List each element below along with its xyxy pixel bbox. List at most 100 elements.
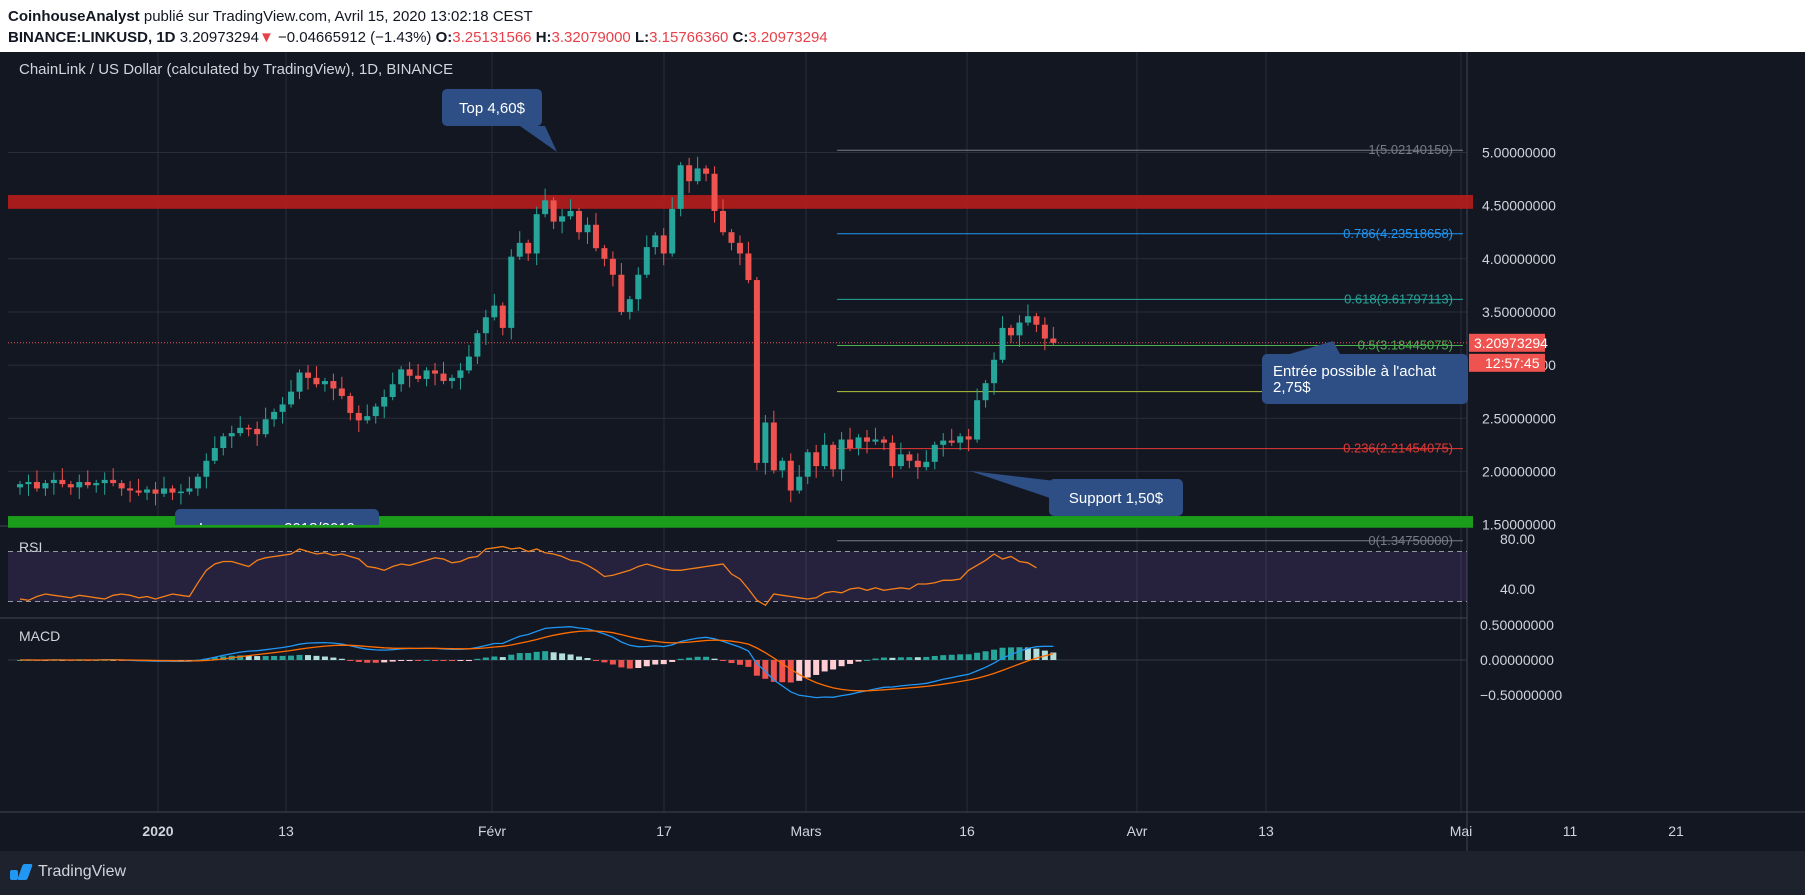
chart-area[interactable]: 1(5.02140150) 0.786(4.23518658) 0.618(3.61… [0,52,1805,851]
countdown-text: 12:57:45 [1485,355,1540,371]
fib-label: 0.236(2.21454075) [1343,441,1453,456]
range-callout [175,509,379,525]
candle-body [779,460,786,471]
candle-body [643,247,650,275]
callout-pointer [520,126,557,152]
macd-histogram-bar [338,658,345,660]
fib-label: 0.618(3.61797113) [1344,291,1453,306]
macd-histogram-bar [491,656,498,660]
macd-histogram-bar [525,653,532,660]
candle-body [474,333,481,357]
macd-histogram-bar [211,657,218,660]
time-tick: 13 [278,823,294,839]
macd-histogram-bar [770,660,777,682]
open-label: O: [435,29,453,46]
rsi-band [8,551,1467,602]
macd-histogram-bar [753,660,760,676]
macd-histogram-bar [533,651,540,660]
macd-histogram-bar [415,660,422,661]
macd-histogram-bar [406,660,413,661]
chart-canvas[interactable]: 1(5.02140150) 0.786(4.23518658) 0.618(3.61… [0,52,1805,851]
macd-histogram-bar [398,660,405,661]
candle-body [991,359,998,384]
price-tick: 5.00000000 [1482,145,1556,161]
candle-body [448,377,455,382]
candle-body [686,165,693,182]
candle-body [914,460,921,468]
candle-body [508,256,515,328]
candle-body [787,460,794,491]
macd-histogram-bar [711,658,718,660]
macd-histogram-bar [1024,647,1031,660]
macd-histogram-bar [609,660,616,665]
macd-histogram-bar [652,660,659,665]
low-label: L: [634,29,650,46]
candle-body [770,422,777,471]
candle-body [762,422,769,463]
candle-body [482,317,489,334]
tradingview-logo-icon [10,864,32,880]
macd-histogram-bar [855,660,862,662]
candle-body [618,274,625,312]
macd-histogram-bar [296,654,303,660]
candle-body [711,173,718,211]
macd-histogram-bar [567,654,574,660]
macd-histogram-bar [720,660,727,662]
high-value: 3.32079000 [551,29,631,46]
candle-body [228,433,235,437]
macd-histogram-bar [372,660,379,663]
candle-body [753,280,760,463]
time-tick: 17 [656,823,672,839]
candle-body [906,454,913,461]
candle-body [576,210,583,233]
candle-body [889,442,896,467]
candle-body [338,388,345,396]
candle-body [203,460,210,477]
candle-body [440,373,447,382]
macd-histogram-bar [559,653,566,660]
macd-histogram-bar [703,656,710,660]
macd-histogram-bar [999,647,1006,660]
time-tick: Mai [1450,823,1473,839]
entry-callout-price: 2,75$ [1273,379,1311,396]
candle-body [974,400,981,440]
macd-tick: 0.00000000 [1480,652,1554,668]
macd-histogram-bar [1033,648,1040,660]
candle-body [601,248,608,259]
tradingview-logo[interactable]: TradingView [10,863,126,881]
macd-histogram-bar [974,652,981,660]
macd-histogram-bar [330,657,337,660]
time-tick: 21 [1668,823,1684,839]
macd-histogram-bar [982,651,989,660]
macd-histogram-bar [576,656,583,660]
macd-histogram-bar [906,657,913,660]
macd-histogram-bar [643,660,650,667]
macd-histogram-bar [499,657,506,660]
candle-body [728,232,735,243]
macd-histogram-bar [237,655,244,660]
macd-histogram-bar [821,660,828,672]
candle-body [652,235,659,248]
candle-body [864,437,870,442]
time-tick: 11 [1563,823,1578,839]
macd-histogram-bar [1007,647,1014,660]
macd-histogram-bar [618,660,625,668]
macd-histogram-bar [880,657,887,660]
candle-body [330,381,337,389]
macd-histogram-bar [889,657,896,660]
macd-histogram-bar [1050,652,1057,660]
down-arrow-icon: ▼ [258,29,274,46]
macd-histogram-bar [864,659,870,661]
candle-body [957,436,964,443]
candle-body [415,375,422,379]
candle-body [127,488,134,491]
author-name[interactable]: CoinhouseAnalyst [8,8,140,25]
macd-tick: 0.50000000 [1480,617,1554,633]
candle-body [17,484,23,488]
macd-histogram-bar [660,660,667,665]
fib-label: 0(1.34750000) [1368,533,1453,548]
macd-histogram-bar [626,660,633,669]
macd-histogram-bar [601,660,608,663]
candle-body [279,404,286,412]
macd-histogram-bar [254,656,261,660]
